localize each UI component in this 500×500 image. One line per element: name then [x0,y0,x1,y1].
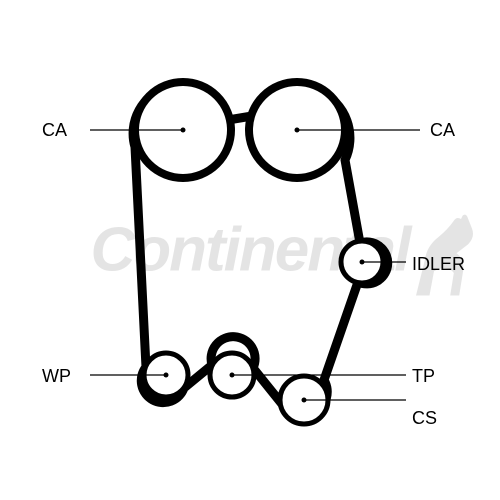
label-ca_left: CA [42,120,67,141]
label-cs: CS [412,408,437,429]
label-tp: TP [412,366,435,387]
diagram-stage: Continental CACAIDLERWPTPCS [0,0,500,500]
label-ca_right: CA [430,120,455,141]
label-idler: IDLER [412,254,465,275]
label-wp: WP [42,366,71,387]
